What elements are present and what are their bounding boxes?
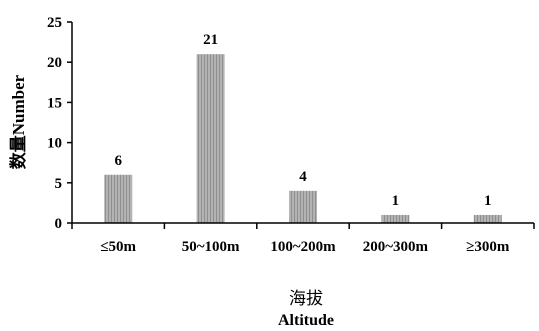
data-label: 1 xyxy=(392,193,400,209)
y-tick-label: 5 xyxy=(55,176,63,192)
bar xyxy=(381,214,410,223)
bars xyxy=(104,54,502,223)
x-axis-label-chinese: 海拔 xyxy=(289,289,323,308)
bar xyxy=(473,214,502,223)
y-tick-label: 25 xyxy=(47,15,62,31)
bar xyxy=(289,190,317,223)
y-tick-label: 20 xyxy=(47,55,62,71)
x-category-label: 100~200m xyxy=(270,239,336,255)
y-axis-ticks: 0 5 10 15 20 25 xyxy=(47,15,72,232)
y-tick-label: 15 xyxy=(47,95,62,111)
x-axis-label-english: Altitude xyxy=(278,312,334,329)
data-labels: 6 21 4 1 1 xyxy=(114,32,491,209)
x-axis-categories: ≤50m 50~100m 100~200m 200~300m ≥300m xyxy=(71,223,535,255)
data-label: 6 xyxy=(114,153,122,169)
data-label: 21 xyxy=(203,32,218,48)
y-tick-label: 10 xyxy=(47,136,62,152)
x-category-label: 200~300m xyxy=(363,239,429,255)
x-category-label: ≤50m xyxy=(100,239,136,255)
data-label: 1 xyxy=(484,193,492,209)
bar xyxy=(104,174,133,223)
x-category-label: ≥300m xyxy=(466,239,510,255)
data-label: 4 xyxy=(299,169,307,185)
x-category-label: 50~100m xyxy=(182,239,240,255)
bar xyxy=(196,54,225,223)
y-axis-label: 数量Number xyxy=(8,74,28,169)
y-tick-label: 0 xyxy=(55,216,63,232)
